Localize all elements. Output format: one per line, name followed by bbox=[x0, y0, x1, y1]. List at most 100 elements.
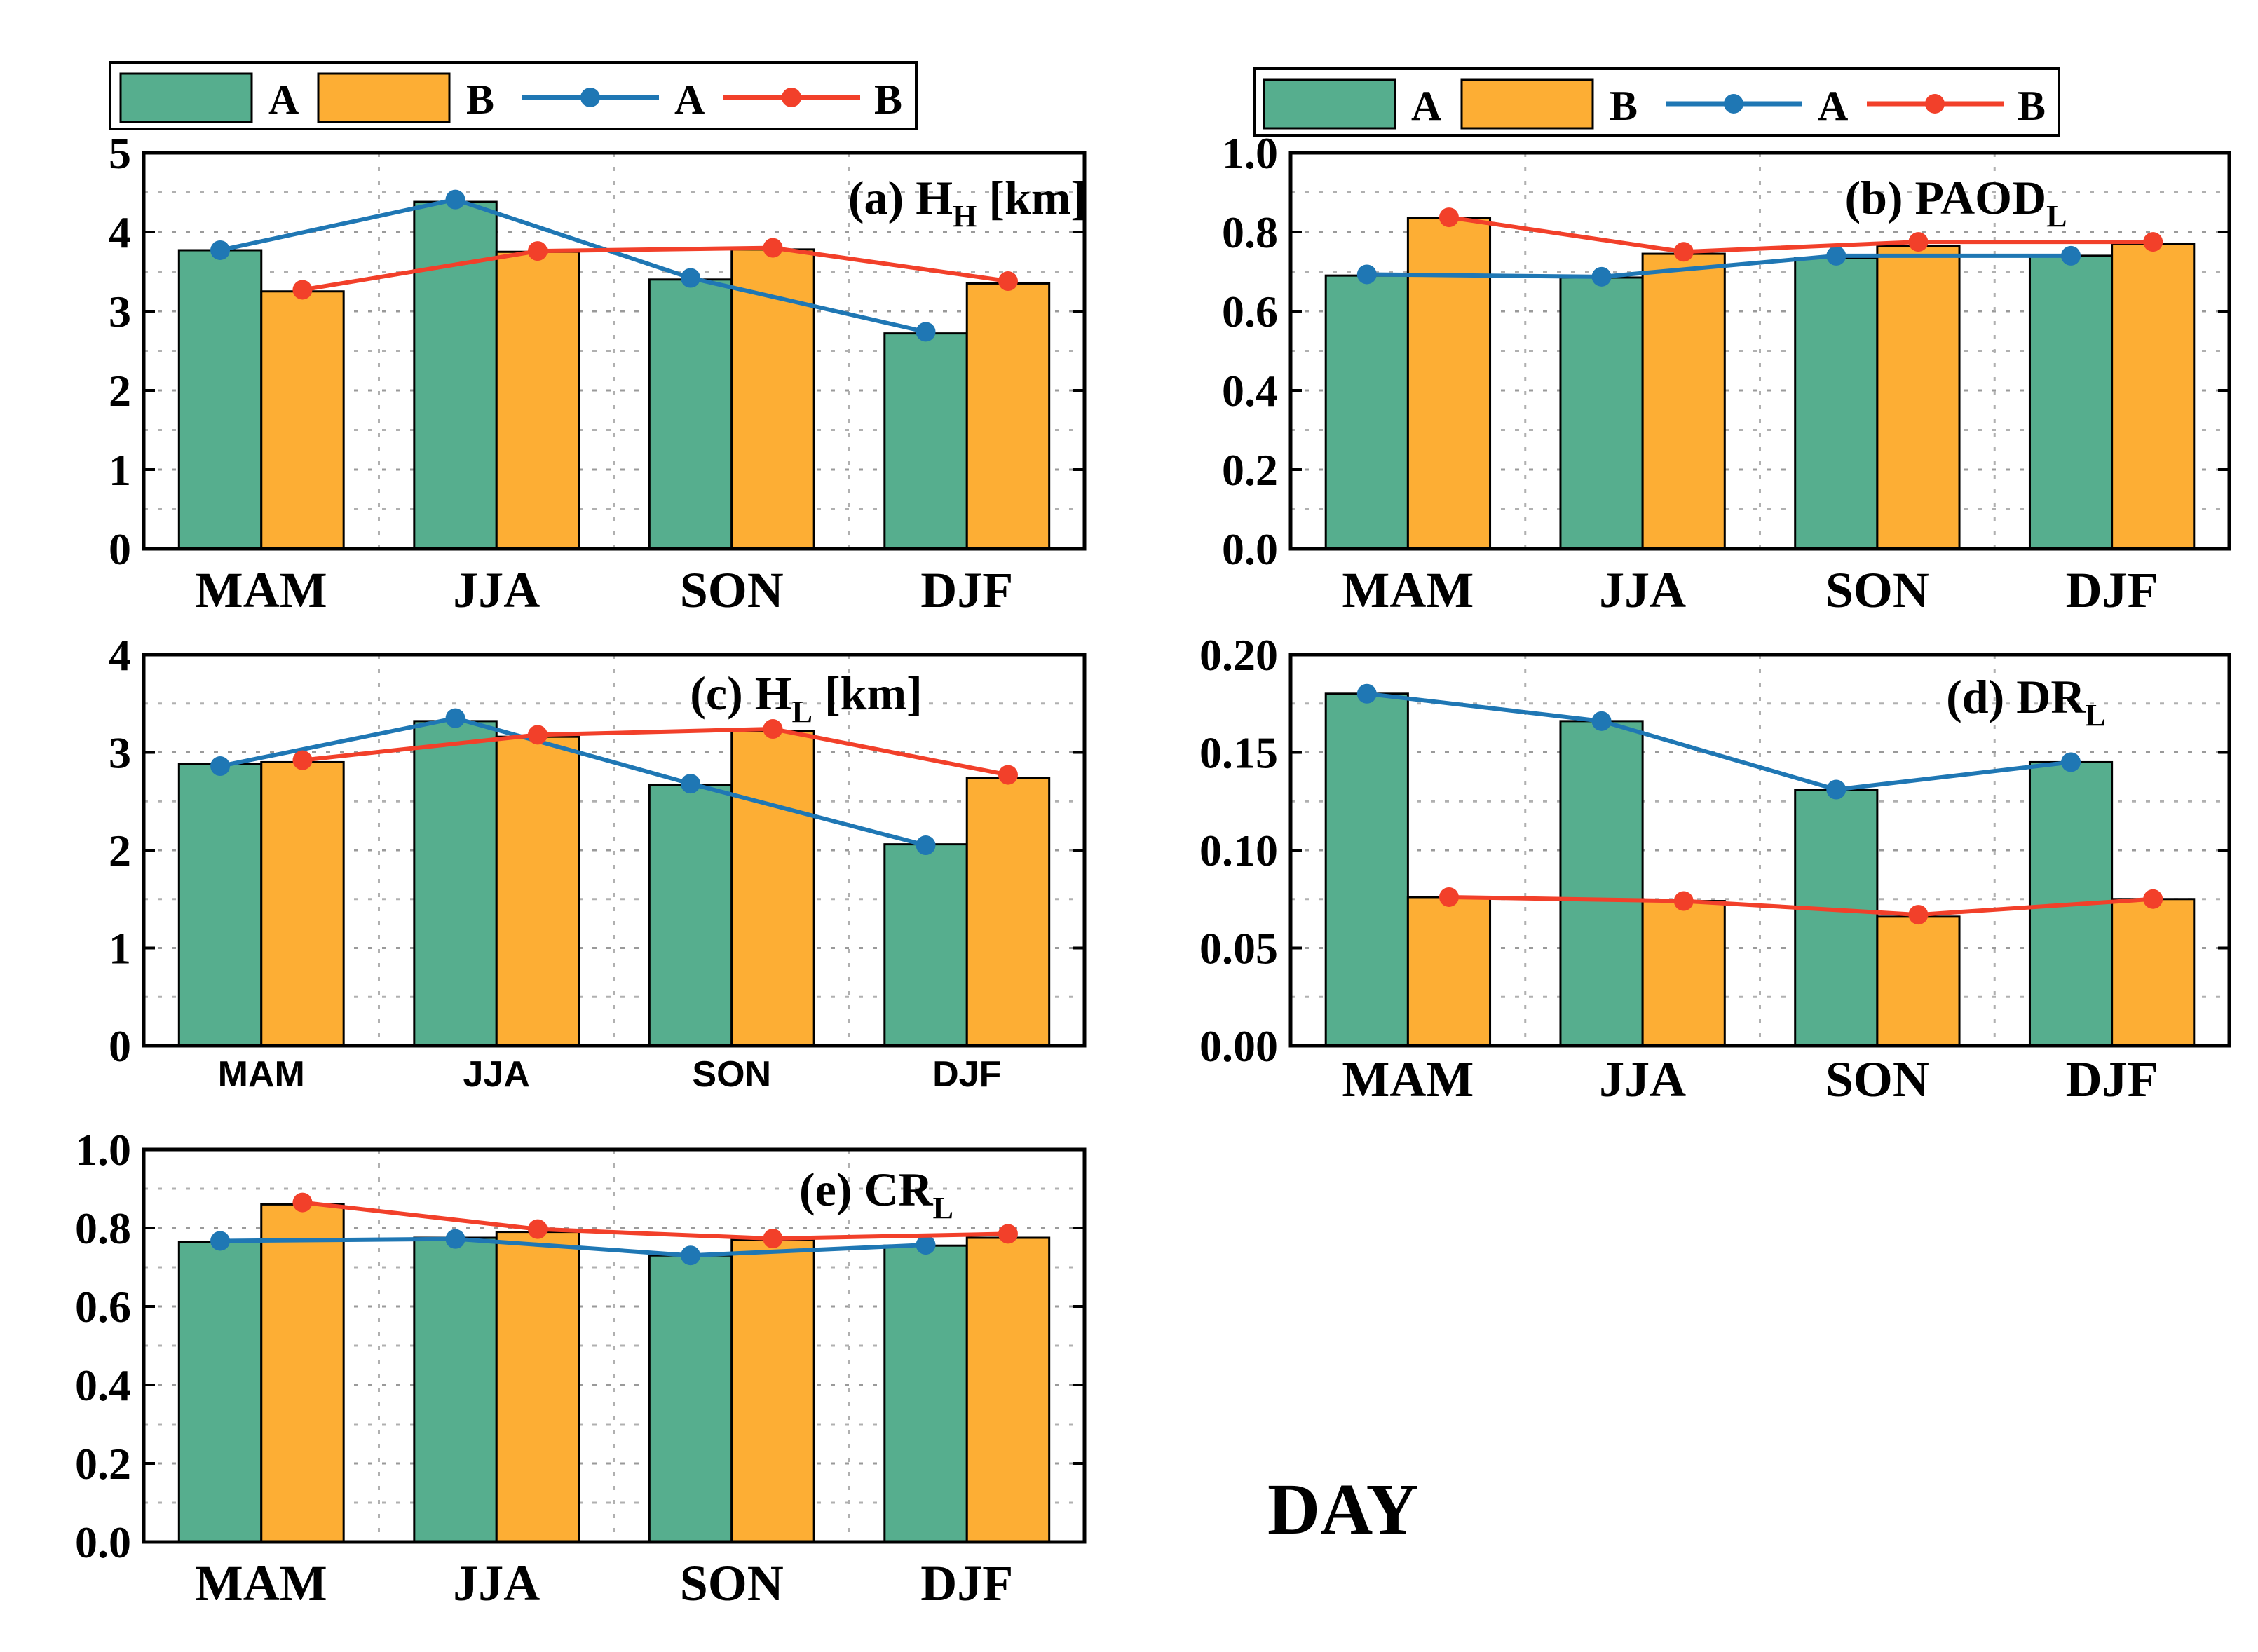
y-tick-label: 4 bbox=[109, 630, 131, 680]
x-tick-label-djf: DJF bbox=[920, 562, 1013, 618]
bar-b-mam bbox=[1406, 896, 1492, 1047]
line-point-b-son bbox=[763, 719, 783, 739]
x-tick-label-mam: MAM bbox=[196, 1555, 327, 1611]
panel-title: (d) DRL bbox=[1946, 670, 2106, 732]
line-point-b-son bbox=[763, 1229, 783, 1249]
line-series-a bbox=[219, 197, 927, 334]
bar-a-djf bbox=[883, 1244, 968, 1543]
bar-b-jja bbox=[495, 250, 580, 550]
line-point-a-djf bbox=[916, 1235, 936, 1255]
panel-title: (c) HL [km] bbox=[690, 667, 923, 729]
line-point-b-son bbox=[763, 238, 783, 258]
y-tick-label: 5 bbox=[109, 128, 131, 178]
line-point-b-mam bbox=[1439, 887, 1459, 907]
line-point-b-jja bbox=[527, 725, 548, 745]
y-tick-label: 1 bbox=[109, 924, 131, 974]
y-tick-label: 0.2 bbox=[75, 1439, 131, 1489]
panel-title: (a) HH [km] bbox=[848, 171, 1087, 233]
y-tick-label: 3 bbox=[109, 287, 131, 336]
line-series-a bbox=[1366, 691, 2072, 792]
bar-a-son bbox=[1794, 789, 1879, 1047]
x-tick-label-jja: JJA bbox=[453, 562, 540, 618]
legend-left-bar-a-label: A bbox=[268, 76, 299, 123]
line-point-a-mam bbox=[210, 240, 231, 260]
bar-b-son bbox=[1876, 915, 1961, 1047]
bar-a-mam bbox=[177, 763, 263, 1047]
bar-b-jja bbox=[1641, 900, 1726, 1047]
legend-right-line-b-marker bbox=[1925, 94, 1945, 114]
bar-b-djf bbox=[965, 777, 1051, 1047]
x-tick-label-jja: JJA bbox=[1599, 1051, 1686, 1107]
bar-a-djf bbox=[883, 332, 968, 550]
line-point-a-mam bbox=[1356, 683, 1377, 704]
y-tick-label: 0.00 bbox=[1199, 1021, 1278, 1071]
line-point-b-djf bbox=[998, 1224, 1018, 1244]
bar-a-mam bbox=[177, 249, 263, 550]
legend-right-line-b-label: B bbox=[2018, 83, 2046, 129]
y-tick-label: 1.0 bbox=[75, 1125, 131, 1175]
x-tick-label-son: SON bbox=[680, 562, 784, 618]
bar-b-mam bbox=[1406, 217, 1492, 550]
line-point-a-jja bbox=[445, 1229, 465, 1249]
legend-left-line-b-marker bbox=[782, 88, 801, 107]
bar-a-jja bbox=[413, 720, 498, 1047]
bar-a-son bbox=[648, 784, 733, 1047]
panel-title: (e) CRL bbox=[799, 1163, 953, 1225]
bar-b-jja bbox=[495, 735, 580, 1047]
line-point-a-jja bbox=[445, 189, 465, 210]
line-point-b-djf bbox=[2143, 889, 2163, 909]
line-point-b-mam bbox=[1439, 207, 1459, 228]
legend-left-bar-b-label: B bbox=[466, 76, 494, 123]
bar-a-jja bbox=[413, 200, 498, 550]
bar-a-jja bbox=[1559, 720, 1644, 1047]
x-tick-label-mam: MAM bbox=[1342, 562, 1474, 618]
legend-left: A B A B bbox=[109, 61, 918, 130]
panel-b-paod: 0.0 0.2 0.4 0.6 0.8 1.0 MAM JJA SON DJF (b) PAODL bbox=[1222, 128, 2231, 618]
bar-b-son bbox=[730, 730, 815, 1047]
line-point-a-djf bbox=[916, 835, 936, 856]
line-point-a-jja bbox=[1591, 266, 1612, 287]
line-series-b bbox=[301, 245, 1009, 292]
y-tick-label: 0.6 bbox=[1222, 287, 1278, 336]
bar-a-son bbox=[1794, 257, 1879, 550]
bar-b-son bbox=[1876, 245, 1961, 550]
legend-left-line-a-marker bbox=[580, 88, 600, 107]
bar-b-son bbox=[730, 248, 815, 550]
line-series-b bbox=[302, 1200, 1009, 1241]
y-tick-label: 2 bbox=[109, 366, 131, 416]
line-series-a bbox=[1366, 253, 2072, 279]
line-point-a-djf bbox=[916, 322, 936, 342]
y-tick-label: 0.4 bbox=[75, 1360, 131, 1410]
bar-b-jja bbox=[1641, 252, 1726, 550]
line-point-b-djf bbox=[2143, 232, 2163, 252]
x-tick-label-djf: DJF bbox=[932, 1054, 1001, 1095]
y-tick-label: 0.8 bbox=[75, 1203, 131, 1253]
axes-frame bbox=[142, 1147, 1087, 1544]
bar-b-djf bbox=[965, 282, 1051, 550]
panel-title: (b) PAODL bbox=[1844, 171, 2067, 233]
legend-right: A B A B bbox=[1253, 67, 2060, 137]
y-tick-label: 0.6 bbox=[75, 1282, 131, 1332]
bar-b-djf bbox=[965, 1236, 1051, 1543]
line-point-a-jja bbox=[1591, 711, 1612, 731]
x-tick-label-jja: JJA bbox=[463, 1054, 530, 1095]
y-tick-label: 0.20 bbox=[1199, 630, 1278, 680]
x-tick-label-djf: DJF bbox=[2066, 562, 2158, 618]
x-tick-label-son: SON bbox=[680, 1555, 784, 1611]
x-tick-label-djf: DJF bbox=[920, 1555, 1013, 1611]
line-point-b-jja bbox=[527, 1219, 548, 1239]
line-point-b-son bbox=[1908, 905, 1929, 925]
line-series-a bbox=[219, 716, 927, 847]
y-tick-label: 0.15 bbox=[1199, 728, 1278, 778]
line-point-a-son bbox=[1826, 245, 1846, 266]
legend-right-bar-a-label: A bbox=[1411, 83, 1441, 129]
footer-day-label: DAY bbox=[1267, 1469, 1419, 1550]
x-tick-label-mam: MAM bbox=[218, 1054, 305, 1095]
line-point-b-djf bbox=[998, 765, 1018, 785]
line-point-b-jja bbox=[527, 241, 548, 261]
legend-right-bar-b-label: B bbox=[1610, 83, 1638, 129]
line-point-b-jja bbox=[1673, 242, 1694, 262]
y-tick-label: 0.0 bbox=[75, 1517, 131, 1567]
legend-left-bar-b-swatch bbox=[317, 72, 451, 123]
bar-b-djf bbox=[2111, 243, 2196, 550]
